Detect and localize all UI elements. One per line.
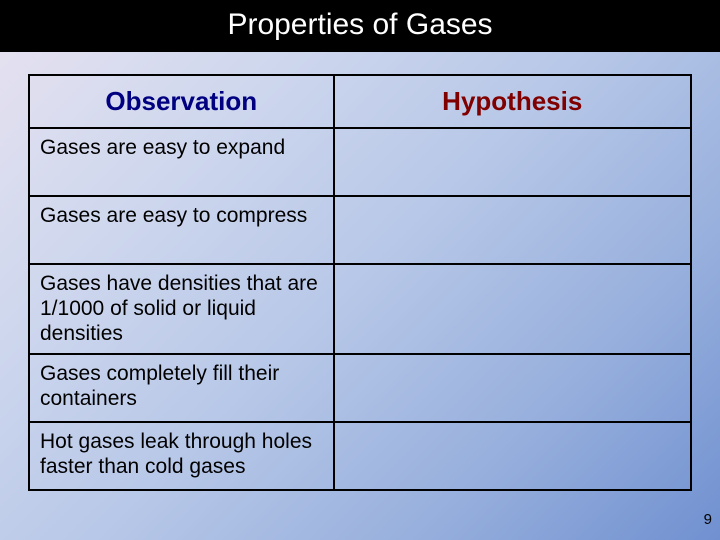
hypothesis-cell xyxy=(334,128,691,196)
table-row: Gases are easy to expand xyxy=(29,128,691,196)
hypothesis-cell xyxy=(334,422,691,490)
hypothesis-cell xyxy=(334,354,691,422)
header-observation: Observation xyxy=(29,75,334,128)
observation-cell: Gases are easy to expand xyxy=(29,128,334,196)
table-header-row: Observation Hypothesis xyxy=(29,75,691,128)
header-hypothesis: Hypothesis xyxy=(334,75,691,128)
table-container: Observation Hypothesis Gases are easy to… xyxy=(0,52,720,491)
observation-cell: Gases completely fill their containers xyxy=(29,354,334,422)
observation-cell: Gases are easy to compress xyxy=(29,196,334,264)
observation-cell: Gases have densities that are 1/1000 of … xyxy=(29,264,334,354)
observation-cell: Hot gases leak through holes faster than… xyxy=(29,422,334,490)
table-row: Hot gases leak through holes faster than… xyxy=(29,422,691,490)
slide-title: Properties of Gases xyxy=(0,0,720,52)
properties-table: Observation Hypothesis Gases are easy to… xyxy=(28,74,692,491)
page-number: 9 xyxy=(704,511,712,528)
table-row: Gases have densities that are 1/1000 of … xyxy=(29,264,691,354)
table-row: Gases completely fill their containers xyxy=(29,354,691,422)
hypothesis-cell xyxy=(334,196,691,264)
table-row: Gases are easy to compress xyxy=(29,196,691,264)
hypothesis-cell xyxy=(334,264,691,354)
